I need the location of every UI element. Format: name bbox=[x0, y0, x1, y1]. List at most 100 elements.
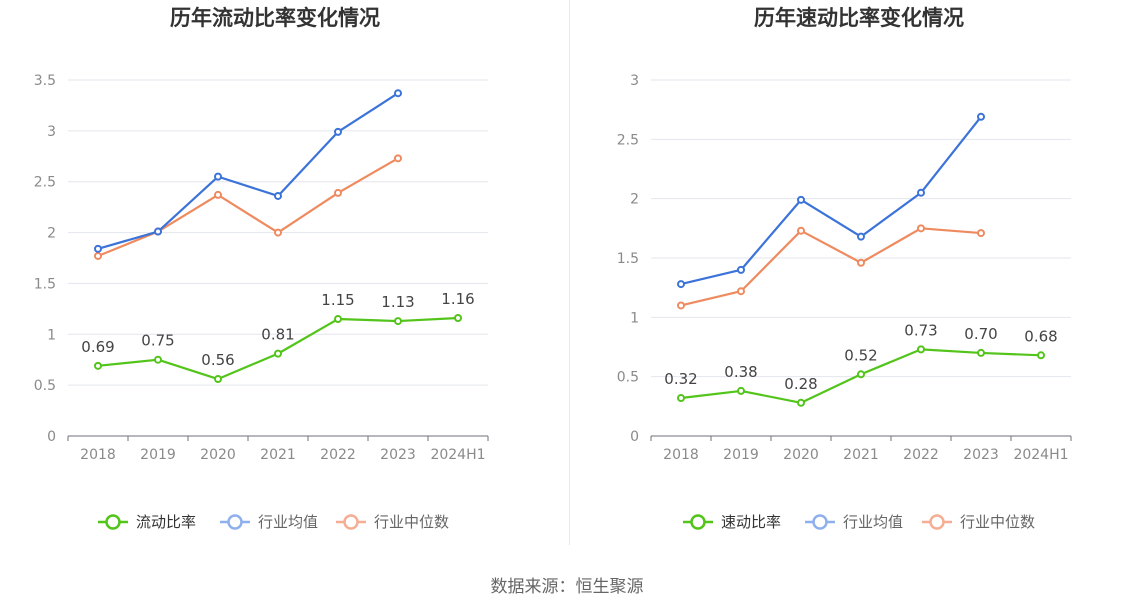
data-label: 0.73 bbox=[904, 321, 937, 339]
series-point-1[interactable] bbox=[1037, 351, 1045, 360]
legend-item-2[interactable]: 行业均值 bbox=[220, 513, 318, 531]
series-point-3[interactable] bbox=[857, 258, 865, 267]
series-point-3[interactable] bbox=[737, 287, 745, 296]
legend-marker bbox=[343, 514, 359, 530]
series-point-3[interactable] bbox=[274, 228, 282, 237]
x-tick-label: 2021 bbox=[260, 447, 296, 463]
data-label: 0.32 bbox=[664, 370, 697, 388]
series-point-1[interactable] bbox=[677, 394, 685, 403]
series-point-3[interactable] bbox=[917, 224, 925, 233]
y-tick-label: 2 bbox=[47, 226, 56, 242]
x-tick-label: 2023 bbox=[963, 447, 999, 463]
legend-marker bbox=[105, 514, 121, 530]
legend-item-3[interactable]: 行业中位数 bbox=[336, 513, 449, 531]
y-tick-label: 2.5 bbox=[34, 175, 56, 191]
x-tick-label: 2018 bbox=[663, 447, 699, 463]
data-label: 0.81 bbox=[261, 326, 294, 344]
y-tick-label: 1 bbox=[47, 327, 56, 343]
series-point-2[interactable] bbox=[394, 89, 402, 98]
series-point-1[interactable] bbox=[394, 317, 402, 326]
quick-ratio-chart: 历年速动比率变化情况 0 0.5 1 1.5 2 2.5 3 2018 2019 2020 2021 2… bbox=[567, 0, 1134, 550]
series-point-2[interactable] bbox=[737, 265, 745, 274]
x-tick-label: 2022 bbox=[903, 447, 939, 463]
x-tick-label: 2020 bbox=[783, 447, 819, 463]
series-point-3[interactable] bbox=[214, 190, 222, 199]
x-tick-label: 2021 bbox=[843, 447, 879, 463]
legend-label: 流动比率 bbox=[136, 513, 196, 531]
series-point-2[interactable] bbox=[274, 191, 282, 200]
x-tick-label: 2020 bbox=[200, 447, 236, 463]
x-tick-label: 2018 bbox=[80, 447, 116, 463]
y-tick-label: 1.5 bbox=[617, 251, 639, 267]
series-point-3[interactable] bbox=[797, 226, 805, 235]
series-point-3[interactable] bbox=[394, 154, 402, 163]
y-tick-label: 0 bbox=[47, 429, 56, 445]
data-label: 0.38 bbox=[724, 363, 757, 381]
legend-item-3[interactable]: 行业中位数 bbox=[922, 513, 1035, 531]
data-label: 1.13 bbox=[381, 293, 414, 311]
series-point-2[interactable] bbox=[214, 172, 222, 181]
series-point-3[interactable] bbox=[94, 251, 102, 260]
legend-label: 行业均值 bbox=[258, 513, 318, 531]
x-tick-label: 2019 bbox=[723, 447, 759, 463]
series-point-2[interactable] bbox=[94, 244, 102, 253]
data-label: 0.69 bbox=[81, 338, 114, 356]
y-tick-label: 0 bbox=[630, 429, 639, 445]
series-line-2 bbox=[680, 116, 982, 286]
chart-title: 历年速动比率变化情况 bbox=[754, 6, 964, 30]
series-point-1[interactable] bbox=[154, 355, 162, 364]
series-point-2[interactable] bbox=[797, 195, 805, 204]
series-point-1[interactable] bbox=[454, 314, 462, 323]
current-ratio-chart-svg: 历年流动比率变化情况 0 0.5 1 1.5 2 2.5 3 3.5 2018 2019 2020 20… bbox=[34, 6, 489, 531]
legend-label: 行业均值 bbox=[843, 513, 903, 531]
data-label: 0.70 bbox=[964, 325, 997, 343]
data-label: 0.75 bbox=[141, 332, 174, 350]
data-label: 0.28 bbox=[784, 375, 817, 393]
y-tick-label: 2.5 bbox=[617, 132, 639, 148]
legend-marker bbox=[690, 514, 706, 530]
series-point-1[interactable] bbox=[274, 349, 282, 358]
legend-label: 行业中位数 bbox=[374, 513, 449, 531]
data-label: 1.16 bbox=[441, 290, 474, 308]
series-point-3[interactable] bbox=[977, 229, 985, 238]
series-point-1[interactable] bbox=[214, 375, 222, 384]
current-ratio-chart: 历年流动比率变化情况 0 0.5 1 1.5 2 2.5 3 3.5 2018 2019 2020 20… bbox=[0, 0, 567, 550]
y-tick-label: 0.5 bbox=[617, 370, 639, 386]
series-point-2[interactable] bbox=[857, 232, 865, 241]
series-point-1[interactable] bbox=[797, 398, 805, 407]
series-point-2[interactable] bbox=[977, 112, 985, 121]
legend-marker bbox=[929, 514, 945, 530]
series-point-2[interactable] bbox=[917, 188, 925, 197]
series-point-3[interactable] bbox=[677, 301, 685, 310]
data-label: 0.68 bbox=[1024, 327, 1057, 345]
series-point-2[interactable] bbox=[677, 280, 685, 289]
y-tick-label: 1.5 bbox=[34, 276, 56, 292]
data-label: 1.15 bbox=[321, 291, 354, 309]
y-tick-label: 0.5 bbox=[34, 378, 56, 394]
series-point-3[interactable] bbox=[334, 188, 342, 197]
series-point-1[interactable] bbox=[857, 370, 865, 379]
legend-item-1[interactable]: 流动比率 bbox=[98, 513, 196, 531]
chart-title: 历年流动比率变化情况 bbox=[170, 6, 380, 30]
y-tick-label: 2 bbox=[630, 192, 639, 208]
data-label: 0.52 bbox=[844, 346, 877, 364]
x-tick-label: 2019 bbox=[140, 447, 176, 463]
x-tick-label: 2024H1 bbox=[1013, 447, 1068, 463]
legend-item-2[interactable]: 行业均值 bbox=[805, 513, 903, 531]
series-line-3 bbox=[97, 157, 399, 257]
series-line-3 bbox=[680, 227, 982, 307]
series-point-2[interactable] bbox=[154, 227, 162, 236]
legend-marker bbox=[812, 514, 828, 530]
y-tick-label: 3 bbox=[630, 73, 639, 89]
quick-ratio-chart-svg: 历年速动比率变化情况 0 0.5 1 1.5 2 2.5 3 2018 2019 2020 2021 2… bbox=[617, 6, 1072, 531]
y-tick-label: 3 bbox=[47, 124, 56, 140]
series-point-1[interactable] bbox=[94, 361, 102, 370]
series-point-1[interactable] bbox=[977, 348, 985, 357]
legend-item-1[interactable]: 速动比率 bbox=[683, 513, 781, 531]
series-point-1[interactable] bbox=[737, 386, 745, 395]
series-point-1[interactable] bbox=[334, 315, 342, 324]
y-tick-label: 1 bbox=[630, 310, 639, 326]
series-point-1[interactable] bbox=[917, 345, 925, 354]
series-point-2[interactable] bbox=[334, 127, 342, 136]
legend-label: 速动比率 bbox=[721, 513, 781, 531]
